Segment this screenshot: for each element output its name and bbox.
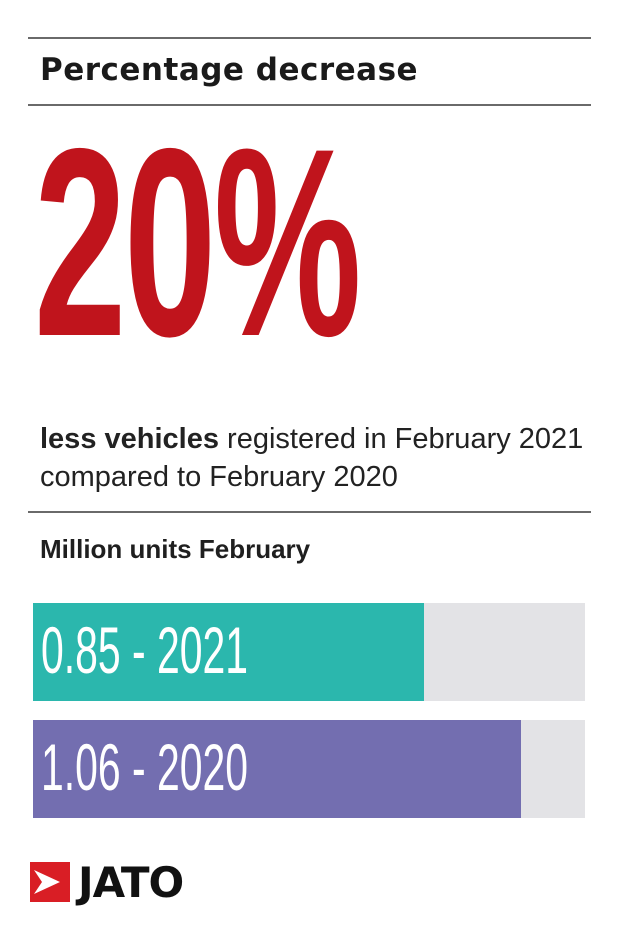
jato-logo: JATO: [30, 857, 184, 907]
jato-logo-text: JATO: [78, 857, 184, 907]
top-divider: [28, 37, 591, 39]
bar-label-2021: 0.85 - 2021: [41, 613, 249, 687]
bar-2020: 1.06 - 2020: [33, 720, 521, 818]
page-title: Percentage decrease: [40, 52, 419, 88]
section-divider: [28, 511, 591, 513]
description-rest: registered in February 2021 compared to …: [40, 423, 584, 493]
title-divider: [28, 104, 591, 106]
bar-track-2020: 1.06 - 2020: [33, 720, 585, 818]
chart-title: Million units February: [40, 534, 311, 564]
description-bold: less vehicles: [40, 423, 219, 455]
bar-track-2021: 0.85 - 2021: [33, 603, 585, 701]
description: less vehicles registered in February 202…: [40, 420, 600, 496]
bar-label-2020: 1.06 - 2020: [41, 730, 249, 804]
percentage-value: 20%: [34, 92, 362, 392]
bar-2021: 0.85 - 2021: [33, 603, 424, 701]
jato-arrow-icon: [30, 862, 70, 902]
